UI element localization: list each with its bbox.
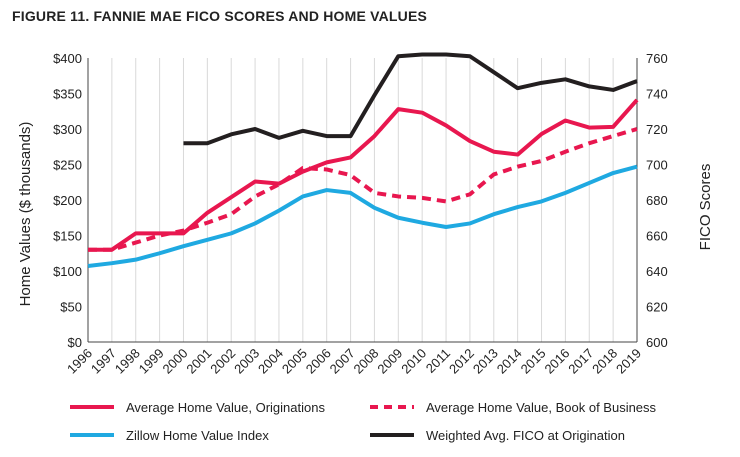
y2-tick-label: 620 [646,300,668,315]
x-tick-label: 2009 [374,346,405,377]
y2-tick-label: 660 [646,229,668,244]
y2-tick-label: 680 [646,193,668,208]
series-line-2 [87,164,638,269]
x-tick-label: 2019 [613,346,644,377]
legend-label-1: Average Home Value, Book of Business [426,400,657,415]
series-line-1 [88,127,638,252]
y-tick-label: $350 [53,87,82,102]
x-tick-label: 1999 [136,346,167,377]
x-tick-label: 2012 [446,346,477,377]
x-axis-ticks: 1996199719981999200020012002200320042005… [64,346,644,377]
left-axis-title: Home Values ($ thousands) [17,122,34,307]
x-tick-label: 1997 [88,346,119,377]
y2-tick-label: 600 [646,335,668,350]
series-lines [87,52,639,269]
y-tick-label: $200 [53,193,82,208]
x-tick-label: 2004 [255,346,286,377]
x-tick-label: 2015 [518,346,549,377]
legend: Average Home Value, Originations Average … [70,400,657,443]
right-axis-ticks: 600 620 640 660 680 700 720 740 760 [646,51,668,350]
x-tick-label: 2000 [160,346,191,377]
right-axis-title: FICO Scores [697,164,714,251]
y2-tick-label: 640 [646,264,668,279]
y2-tick-label: 720 [646,122,668,137]
x-tick-label: 2008 [350,346,381,377]
left-axis-ticks: $0 $50 $100 $150 $200 $250 $300 $350 $400 [53,51,82,350]
x-tick-label: 2003 [231,346,262,377]
x-tick-label: 1996 [64,346,95,377]
y2-tick-label: 700 [646,158,668,173]
y-tick-label: $300 [53,122,82,137]
x-tick-label: 2007 [327,346,358,377]
y-tick-label: $50 [60,300,82,315]
axes [87,58,638,343]
x-tick-label: 2013 [470,346,501,377]
x-tick-label: 2018 [589,346,620,377]
x-tick-label: 2002 [207,346,238,377]
y-tick-label: $100 [53,264,82,279]
y-tick-label: $0 [68,335,82,350]
legend-label-3: Weighted Avg. FICO at Origination [426,428,625,443]
y-tick-label: $400 [53,51,82,66]
x-tick-label: 2010 [398,346,429,377]
x-tick-label: 2001 [183,346,214,377]
y-tick-label: $250 [53,158,82,173]
x-tick-label: 2014 [494,346,525,377]
y2-tick-label: 740 [646,87,668,102]
x-tick-label: 2016 [541,346,572,377]
figure-title: FIGURE 11. FANNIE MAE FICO SCORES AND HO… [12,8,428,24]
series-line-3 [183,52,638,146]
legend-label-0: Average Home Value, Originations [126,400,325,415]
x-tick-label: 2005 [279,346,310,377]
grid-lines [87,58,638,342]
x-tick-label: 1998 [112,346,143,377]
y2-tick-label: 760 [646,51,668,66]
legend-label-2: Zillow Home Value Index [126,428,269,443]
y-tick-label: $150 [53,229,82,244]
x-tick-label: 2017 [565,346,596,377]
x-tick-label: 2006 [303,346,334,377]
x-tick-label: 2011 [423,346,453,376]
series-line-0 [88,98,639,252]
